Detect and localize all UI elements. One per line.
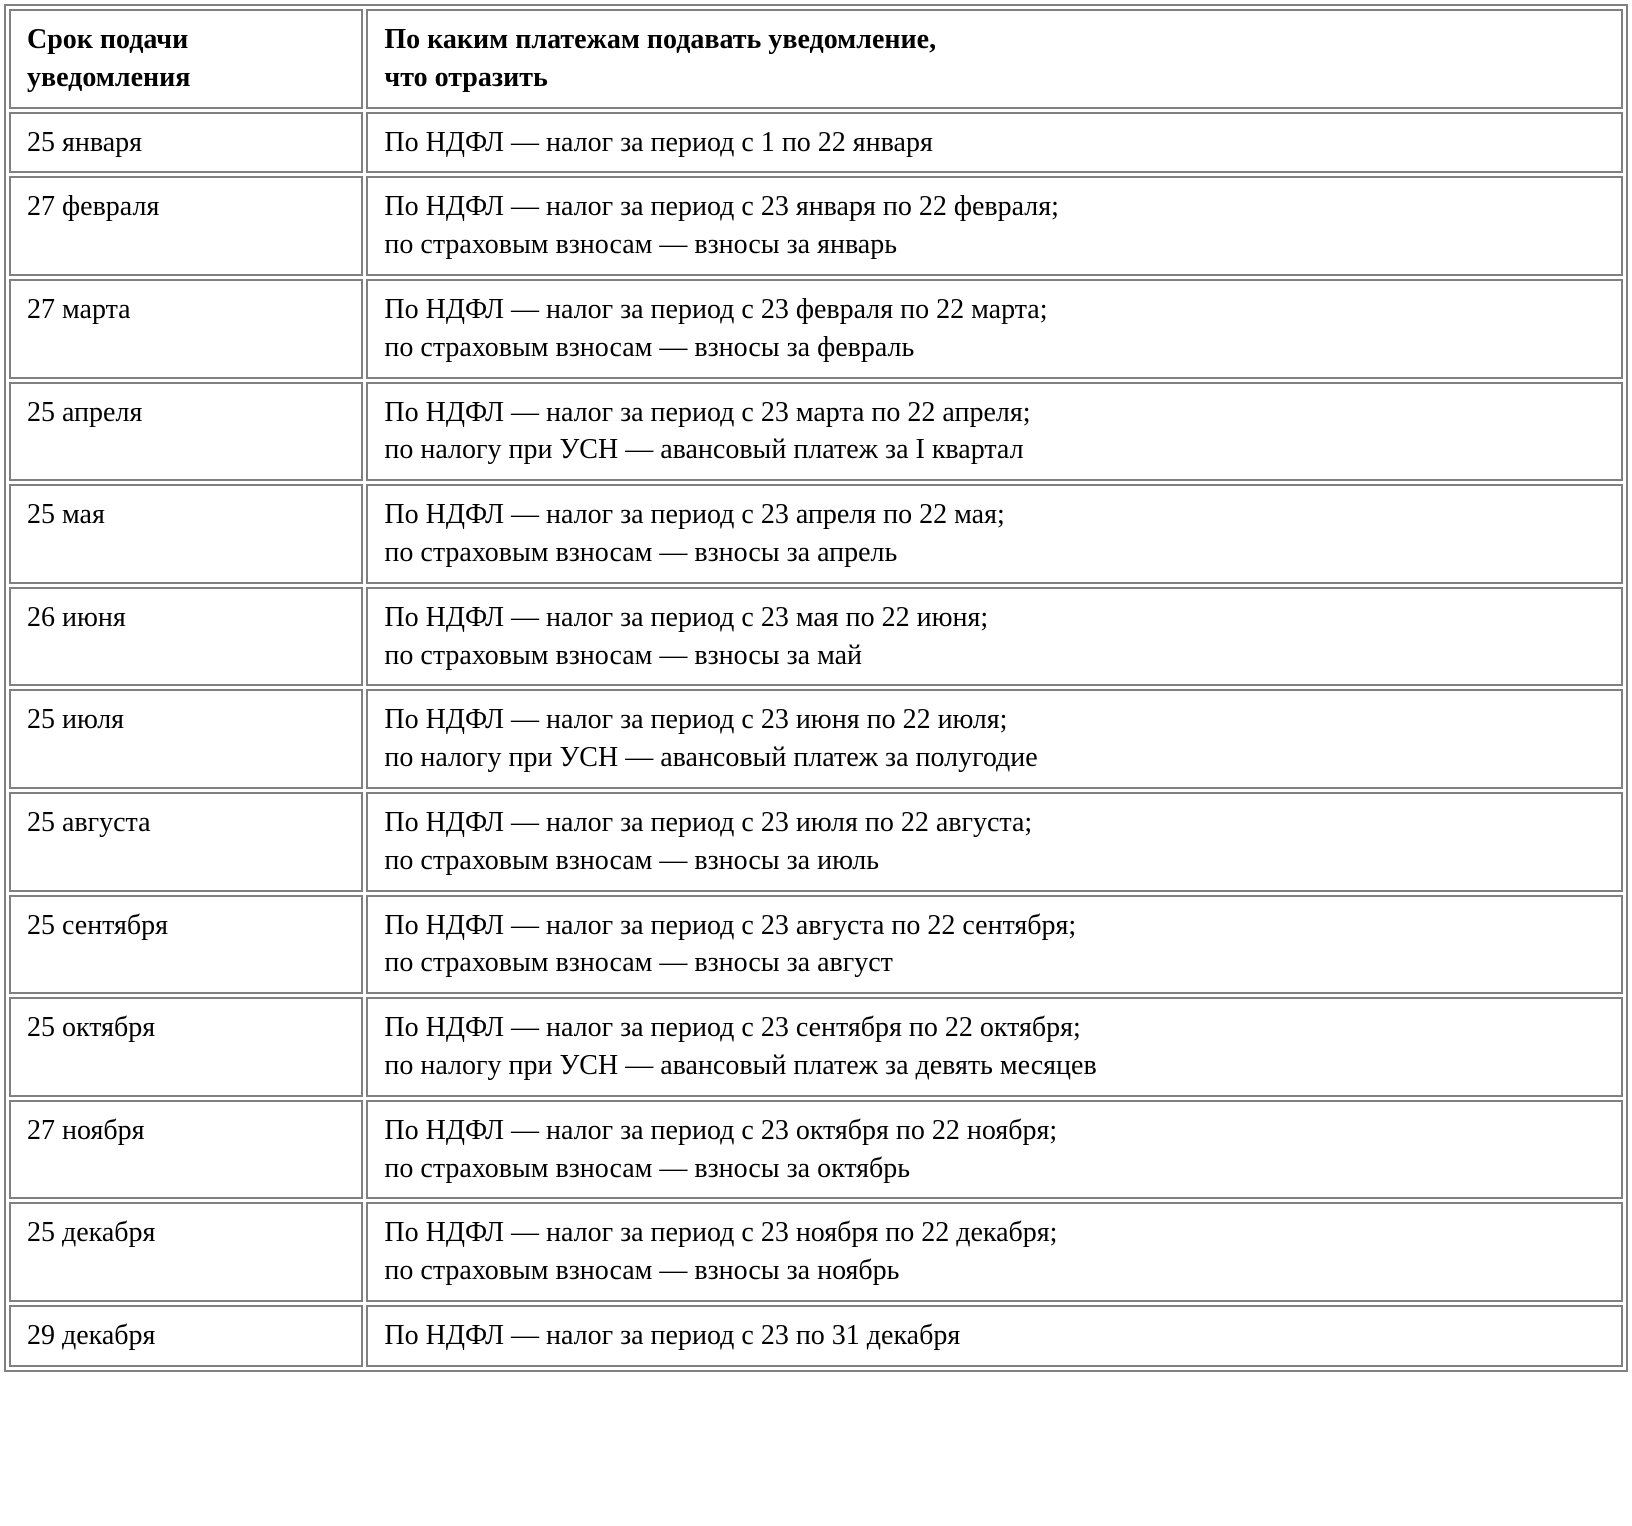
cell-desc: По НДФЛ — налог за период с 23 апреля по… xyxy=(366,484,1623,584)
table-row: 25 декабря По НДФЛ — налог за период с 2… xyxy=(9,1202,1623,1302)
cell-desc: По НДФЛ — налог за период с 23 сентября … xyxy=(366,997,1623,1097)
cell-date: 29 декабря xyxy=(9,1305,363,1367)
cell-date: 25 августа xyxy=(9,792,363,892)
cell-desc: По НДФЛ — налог за период с 23 мая по 22… xyxy=(366,587,1623,687)
cell-desc: По НДФЛ — налог за период с 23 по 31 дек… xyxy=(366,1305,1623,1367)
header-desc: По каким платежам подавать уведомление, … xyxy=(366,9,1623,109)
cell-desc: По НДФЛ — налог за период с 23 ноября по… xyxy=(366,1202,1623,1302)
table-row: 25 мая По НДФЛ — налог за период с 23 ап… xyxy=(9,484,1623,584)
table-row: 25 апреля По НДФЛ — налог за период с 23… xyxy=(9,382,1623,482)
table-row: 27 ноября По НДФЛ — налог за период с 23… xyxy=(9,1100,1623,1200)
cell-date: 25 декабря xyxy=(9,1202,363,1302)
cell-desc: По НДФЛ — налог за период с 23 февраля п… xyxy=(366,279,1623,379)
cell-date: 27 марта xyxy=(9,279,363,379)
notification-schedule-table: Срок подачи уведомления По каким платежа… xyxy=(4,4,1628,1372)
table-row: 25 августа По НДФЛ — налог за период с 2… xyxy=(9,792,1623,892)
cell-date: 25 октября xyxy=(9,997,363,1097)
table-row: 27 марта По НДФЛ — налог за период с 23 … xyxy=(9,279,1623,379)
cell-date: 27 ноября xyxy=(9,1100,363,1200)
table-body: 25 января По НДФЛ — налог за период с 1 … xyxy=(9,112,1623,1367)
table-row: 27 февраля По НДФЛ — налог за период с 2… xyxy=(9,176,1623,276)
cell-desc: По НДФЛ — налог за период с 23 марта по … xyxy=(366,382,1623,482)
table-row: 25 июля По НДФЛ — налог за период с 23 и… xyxy=(9,689,1623,789)
table-row: 25 октября По НДФЛ — налог за период с 2… xyxy=(9,997,1623,1097)
table-header-row: Срок подачи уведомления По каким платежа… xyxy=(9,9,1623,109)
header-date: Срок подачи уведомления xyxy=(9,9,363,109)
cell-date: 25 мая xyxy=(9,484,363,584)
table-row: 29 декабря По НДФЛ — налог за период с 2… xyxy=(9,1305,1623,1367)
table-row: 25 января По НДФЛ — налог за период с 1 … xyxy=(9,112,1623,174)
cell-date: 25 сентября xyxy=(9,895,363,995)
cell-date: 26 июня xyxy=(9,587,363,687)
cell-date: 25 июля xyxy=(9,689,363,789)
cell-date: 25 апреля xyxy=(9,382,363,482)
cell-desc: По НДФЛ — налог за период с 23 июня по 2… xyxy=(366,689,1623,789)
cell-desc: По НДФЛ — налог за период с 1 по 22 янва… xyxy=(366,112,1623,174)
cell-desc: По НДФЛ — налог за период с 23 июля по 2… xyxy=(366,792,1623,892)
table-row: 26 июня По НДФЛ — налог за период с 23 м… xyxy=(9,587,1623,687)
cell-desc: По НДФЛ — налог за период с 23 августа п… xyxy=(366,895,1623,995)
cell-date: 25 января xyxy=(9,112,363,174)
table-row: 25 сентября По НДФЛ — налог за период с … xyxy=(9,895,1623,995)
cell-desc: По НДФЛ — налог за период с 23 октября п… xyxy=(366,1100,1623,1200)
cell-desc: По НДФЛ — налог за период с 23 января по… xyxy=(366,176,1623,276)
cell-date: 27 февраля xyxy=(9,176,363,276)
